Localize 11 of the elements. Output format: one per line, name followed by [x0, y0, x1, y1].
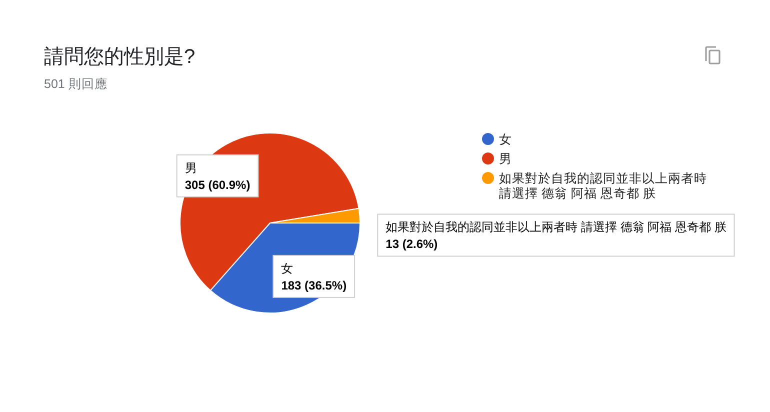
chart-title: 請問您的性別是?	[44, 46, 196, 68]
slice-label: 女	[281, 261, 294, 276]
legend-label: 男	[499, 152, 512, 166]
legend-label: 女	[499, 132, 512, 146]
slice-label: 男	[184, 160, 197, 175]
legend-label: 如果對於自我的認同並非以上兩者時 請選擇 德翁 阿福 恩奇都 朕	[499, 172, 707, 200]
data-label: 305 (60.9%)	[184, 178, 250, 192]
text: 501 則回應	[44, 77, 108, 91]
data-label: 183 (36.5%)	[281, 278, 347, 292]
slice-label: 如果對於自我的認同並非以上兩者時 請選擇 德翁 阿福 恩奇都 朕	[386, 220, 726, 234]
data-label: 13 (2.6%)	[386, 237, 438, 252]
